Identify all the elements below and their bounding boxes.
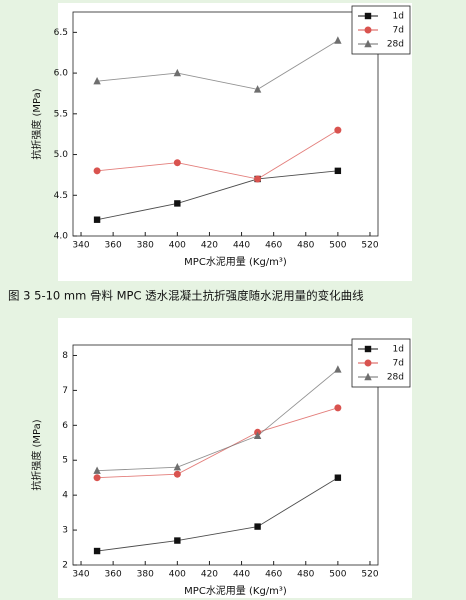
series-line	[97, 477, 339, 552]
data-point	[174, 537, 181, 544]
y-tick-label: 4	[62, 491, 68, 501]
series-line	[97, 40, 339, 90]
legend-label: 7d	[393, 26, 404, 36]
data-point	[334, 126, 342, 134]
series-line	[97, 129, 339, 180]
data-point	[93, 466, 101, 474]
y-tick-label: 4.5	[54, 191, 68, 201]
y-tick-label: 5	[62, 456, 68, 466]
data-point	[174, 200, 181, 207]
y-tick-label: 6.5	[54, 28, 68, 38]
x-axis-label: MPC水泥用量 (Kg/m³)	[184, 584, 287, 597]
data-point	[93, 167, 101, 175]
x-tick-label: 340	[72, 241, 89, 251]
y-tick-label: 8	[62, 351, 68, 361]
data-point	[93, 77, 101, 85]
series-line	[97, 369, 339, 472]
data-point	[93, 216, 101, 223]
legend-marker	[364, 26, 372, 34]
x-tick-label: 480	[297, 241, 314, 251]
y-tick-label: 2	[62, 561, 68, 571]
y-tick-label: 5.0	[54, 150, 69, 160]
x-axis-label: MPC水泥用量 (Kg/m³)	[184, 255, 287, 268]
legend-marker	[364, 12, 372, 20]
data-point	[173, 159, 181, 167]
y-tick-label: 6.0	[54, 69, 69, 79]
series-line	[96, 170, 338, 221]
data-point	[173, 470, 181, 478]
x-tick-label: 400	[169, 241, 186, 251]
data-point	[254, 175, 262, 183]
x-tick-label: 480	[297, 570, 314, 580]
data-point	[173, 463, 182, 471]
x-tick-label: 440	[233, 570, 250, 580]
x-tick-label: 420	[201, 241, 218, 251]
legend-marker	[364, 39, 372, 48]
data-point	[254, 523, 261, 530]
data-point	[334, 36, 342, 44]
data-point	[334, 365, 342, 373]
x-tick-label: 460	[265, 570, 282, 580]
x-tick-label: 360	[105, 241, 122, 251]
x-tick-label: 420	[201, 570, 218, 580]
data-point	[334, 404, 342, 412]
x-tick-label: 520	[361, 570, 378, 580]
x-tick-label: 380	[137, 241, 154, 251]
x-tick-label: 440	[233, 241, 250, 251]
x-tick-label: 340	[72, 570, 89, 580]
series-line	[97, 407, 338, 479]
legend-marker	[364, 372, 372, 381]
x-tick-label: 400	[169, 570, 186, 580]
x-tick-label: 360	[105, 570, 122, 580]
legend-marker	[364, 345, 372, 353]
data-point	[93, 547, 101, 555]
data-point	[334, 167, 342, 175]
legend-label: 28d	[387, 373, 404, 383]
data-point	[173, 68, 182, 77]
data-point	[253, 85, 262, 93]
data-point	[334, 474, 342, 481]
x-tick-label: 520	[361, 241, 378, 251]
data-point	[253, 431, 262, 439]
legend-label: 1d	[393, 12, 404, 22]
legend-label: 28d	[387, 40, 404, 50]
legend-label: 7d	[393, 359, 404, 369]
data-point	[93, 474, 101, 482]
caption: 图 3 5-10 mm 骨料 MPC 透水混凝土抗折强度随水泥用量的变化曲线	[8, 289, 364, 303]
y-tick-label: 6	[62, 421, 68, 431]
legend-label: 1d	[393, 345, 404, 355]
x-tick-label: 500	[329, 241, 346, 251]
plot-frame	[72, 344, 379, 566]
legend-marker	[364, 359, 372, 367]
y-tick-label: 7	[62, 386, 68, 396]
y-tick-label: 5.5	[54, 109, 68, 119]
y-axis-label: 抗折强度 (MPa)	[30, 419, 43, 490]
y-tick-label: 3	[62, 526, 68, 536]
x-tick-label: 500	[329, 570, 346, 580]
x-tick-label: 460	[265, 241, 282, 251]
plot-frame	[72, 11, 379, 237]
y-axis-label: 抗折强度 (MPa)	[30, 88, 43, 159]
y-tick-label: 4.0	[54, 232, 69, 242]
x-tick-label: 380	[137, 570, 154, 580]
